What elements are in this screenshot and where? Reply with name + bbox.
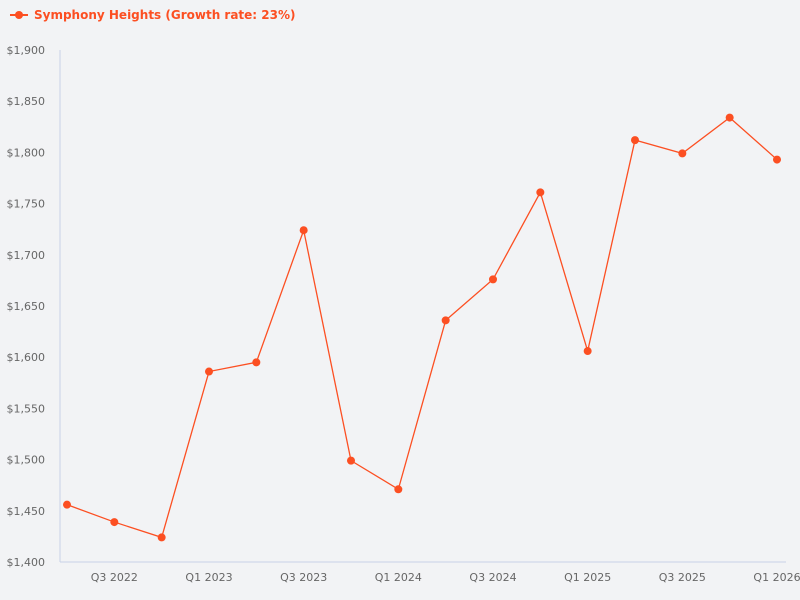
y-tick-label: $1,900 [7, 44, 46, 57]
data-point[interactable] [441, 316, 450, 325]
x-tick-label: Q1 2024 [375, 571, 422, 584]
x-tick-label: Q1 2023 [185, 571, 232, 584]
x-tick-label: Q3 2022 [91, 571, 138, 584]
data-point[interactable] [631, 136, 639, 145]
data-point[interactable] [536, 188, 545, 197]
y-tick-label: $1,750 [7, 198, 46, 211]
data-point[interactable] [725, 113, 734, 122]
x-tick-label: Q1 2026 [753, 571, 800, 584]
series-line [66, 116, 778, 539]
y-tick-label: $1,450 [7, 505, 46, 518]
x-tick-label: Q3 2023 [280, 571, 327, 584]
data-point[interactable] [678, 149, 687, 158]
y-tick-label: $1,500 [7, 454, 46, 467]
data-point[interactable] [157, 533, 166, 542]
data-point[interactable] [773, 155, 781, 164]
y-tick-label: $1,600 [7, 351, 46, 364]
data-point[interactable] [489, 275, 497, 284]
y-tick-label: $1,550 [7, 402, 46, 415]
data-point[interactable] [299, 226, 308, 235]
data-point[interactable] [63, 500, 71, 509]
data-point[interactable] [252, 358, 261, 367]
data-point[interactable] [583, 347, 592, 356]
data-point[interactable] [205, 367, 213, 376]
x-tick-label: Q1 2025 [564, 571, 611, 584]
y-tick-label: $1,650 [7, 300, 46, 313]
y-tick-label: $1,700 [7, 249, 46, 262]
y-tick-label: $1,800 [7, 146, 46, 159]
y-tick-label: $1,850 [7, 95, 46, 108]
x-tick-label: Q3 2024 [469, 571, 516, 584]
y-tick-label: $1,400 [7, 556, 46, 569]
data-point[interactable] [394, 485, 403, 494]
x-tick-label: Q3 2025 [659, 571, 706, 584]
legend-label: Symphony Heights (Growth rate: 23%) [34, 8, 296, 22]
data-point[interactable] [110, 518, 119, 527]
data-point[interactable] [347, 456, 355, 465]
chart-legend[interactable]: Symphony Heights (Growth rate: 23%) [10, 8, 296, 22]
legend-line-marker-icon [10, 11, 28, 19]
